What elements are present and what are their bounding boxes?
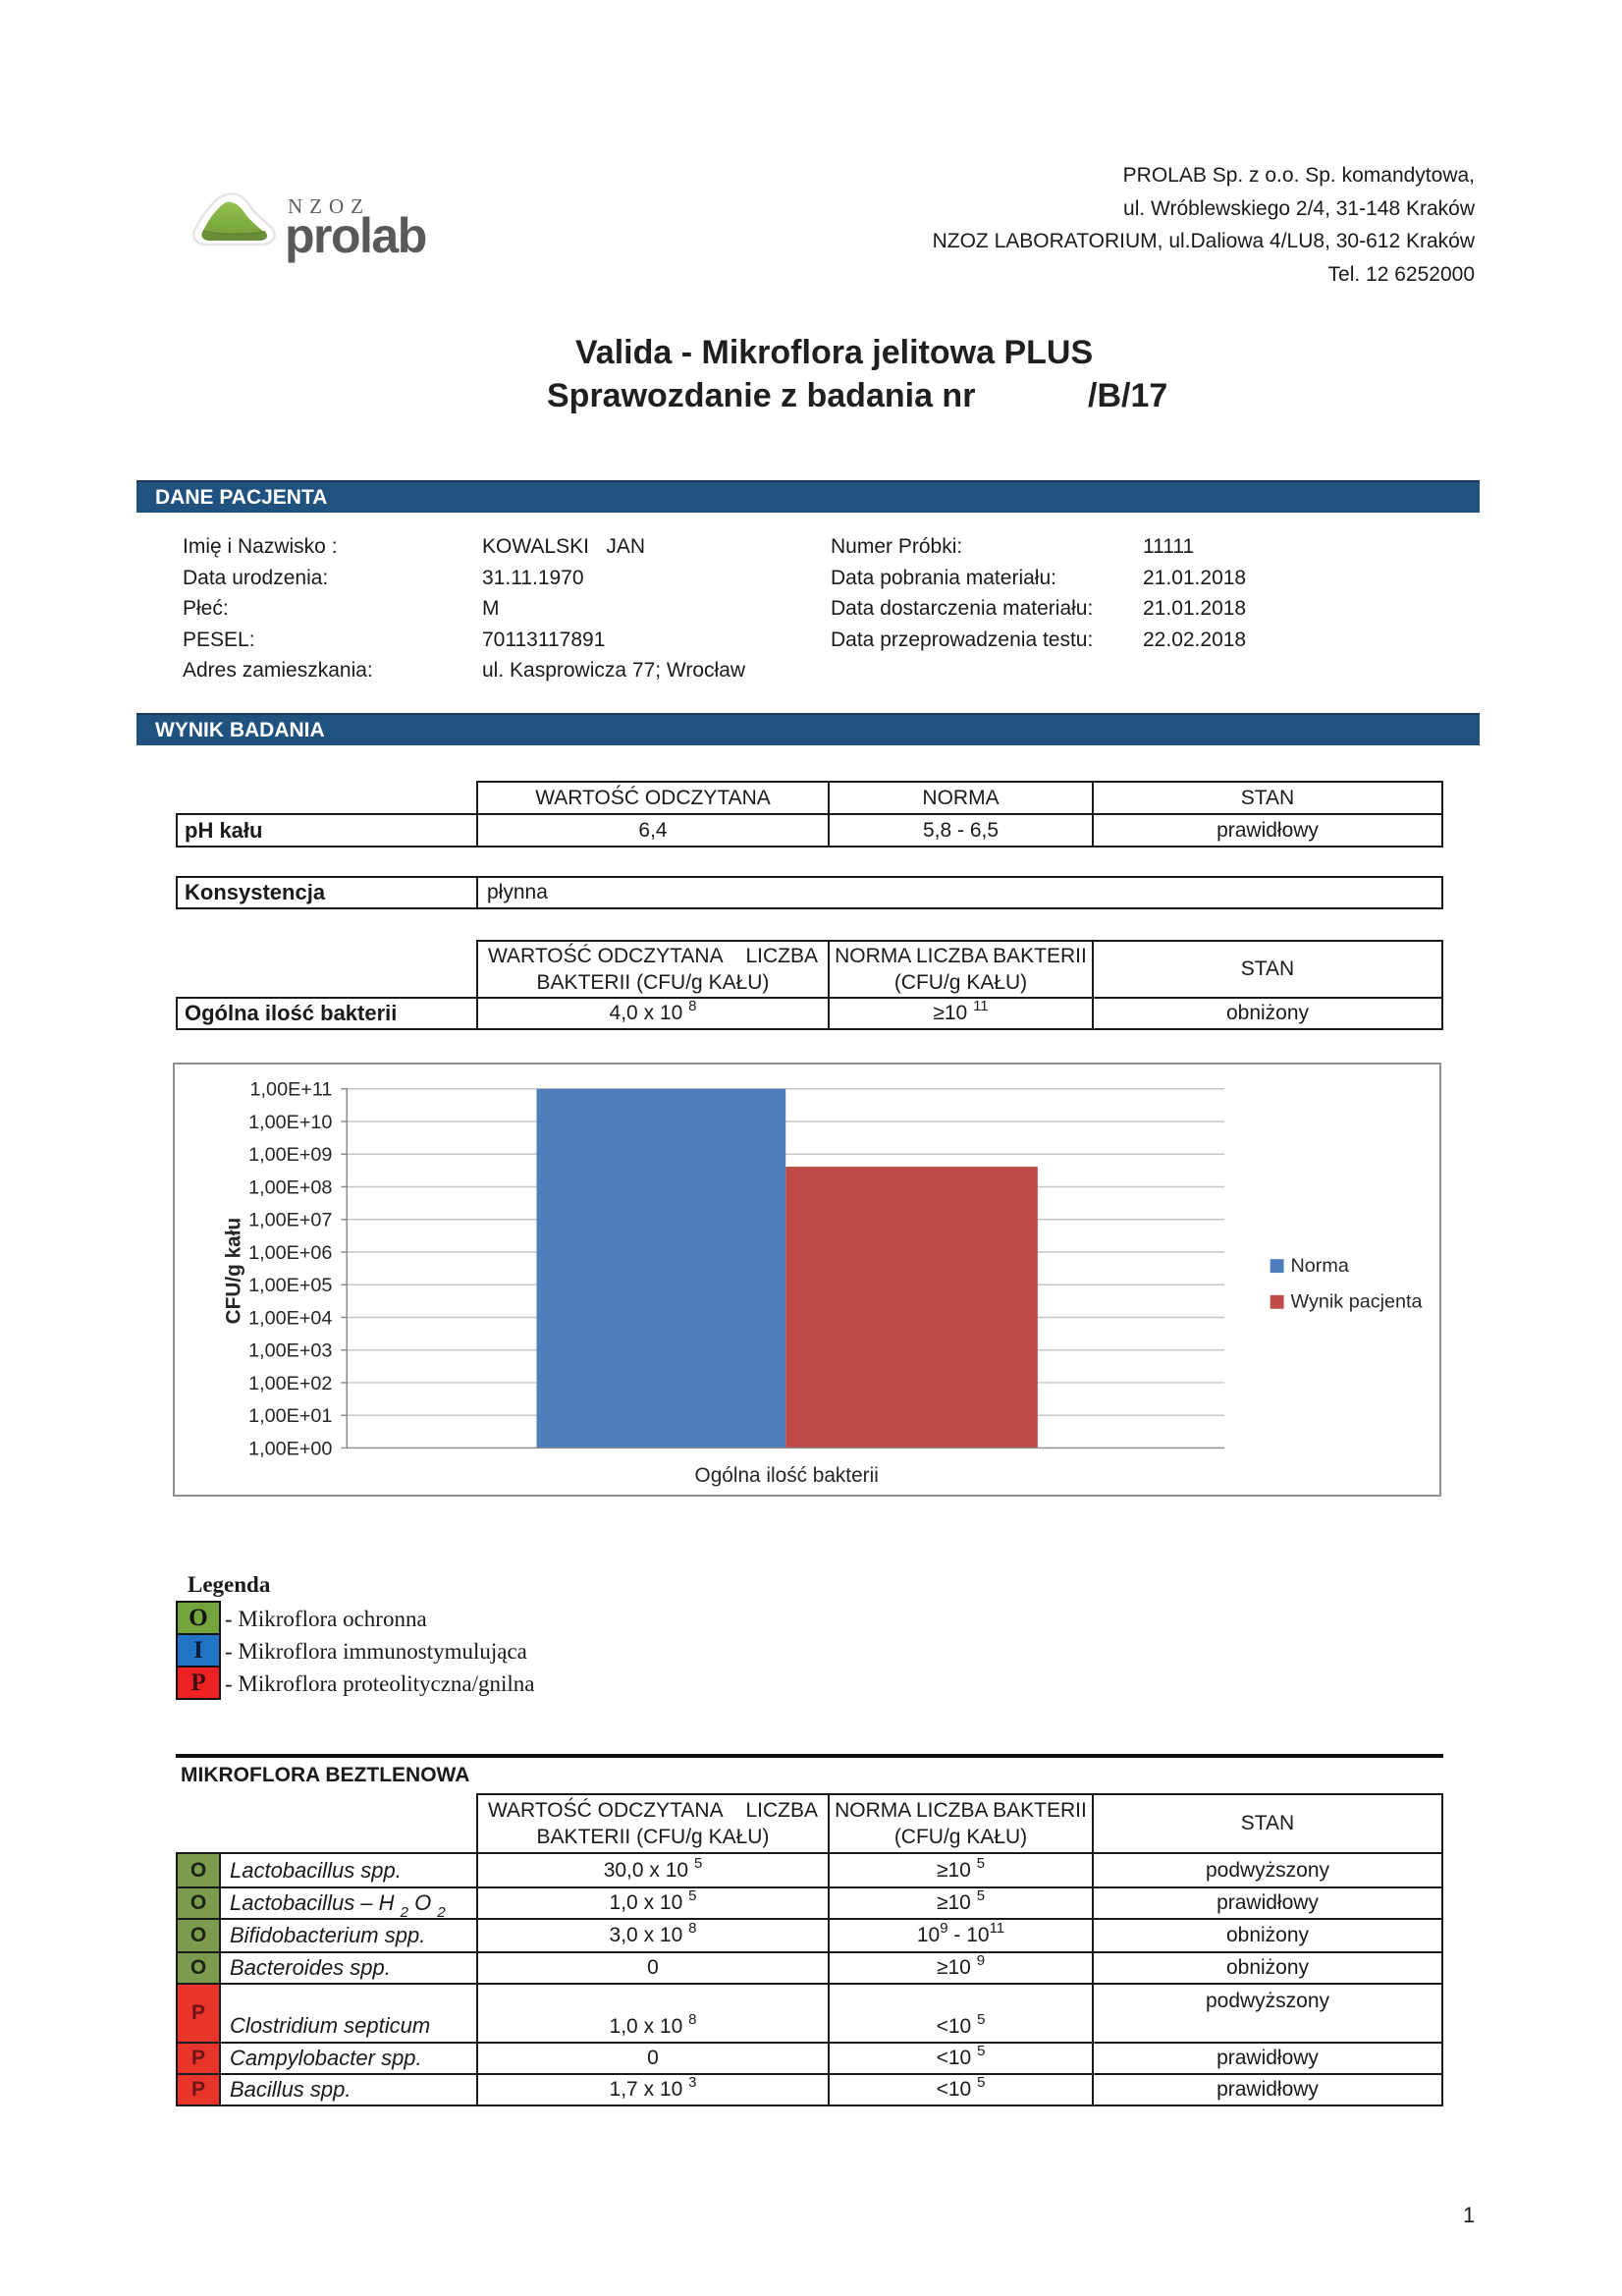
svg-text:1,00E+00: 1,00E+00 — [248, 1438, 332, 1459]
svg-text:1,00E+01: 1,00E+01 — [248, 1405, 332, 1427]
svg-text:1,00E+03: 1,00E+03 — [248, 1340, 332, 1362]
svg-text:1,00E+11: 1,00E+11 — [250, 1079, 333, 1101]
svg-text:1,00E+04: 1,00E+04 — [248, 1307, 332, 1329]
svg-text:1,00E+02: 1,00E+02 — [248, 1373, 332, 1394]
svg-text:prolab: prolab — [285, 208, 426, 263]
svg-text:Norma: Norma — [1291, 1255, 1350, 1277]
svg-text:1,00E+07: 1,00E+07 — [248, 1210, 332, 1231]
svg-text:NZOZ: NZOZ — [288, 194, 370, 218]
svg-text:Ogólna ilość bakterii: Ogólna ilość bakterii — [695, 1464, 879, 1487]
svg-text:1,00E+10: 1,00E+10 — [248, 1112, 332, 1133]
svg-text:1,00E+06: 1,00E+06 — [248, 1242, 332, 1264]
svg-text:1,00E+08: 1,00E+08 — [248, 1176, 332, 1198]
svg-text:Wynik pacjenta: Wynik pacjenta — [1291, 1291, 1424, 1313]
svg-text:1,00E+05: 1,00E+05 — [248, 1275, 332, 1296]
svg-text:1,00E+09: 1,00E+09 — [248, 1144, 332, 1166]
svg-text:CFU/g kału: CFU/g kału — [222, 1218, 244, 1325]
